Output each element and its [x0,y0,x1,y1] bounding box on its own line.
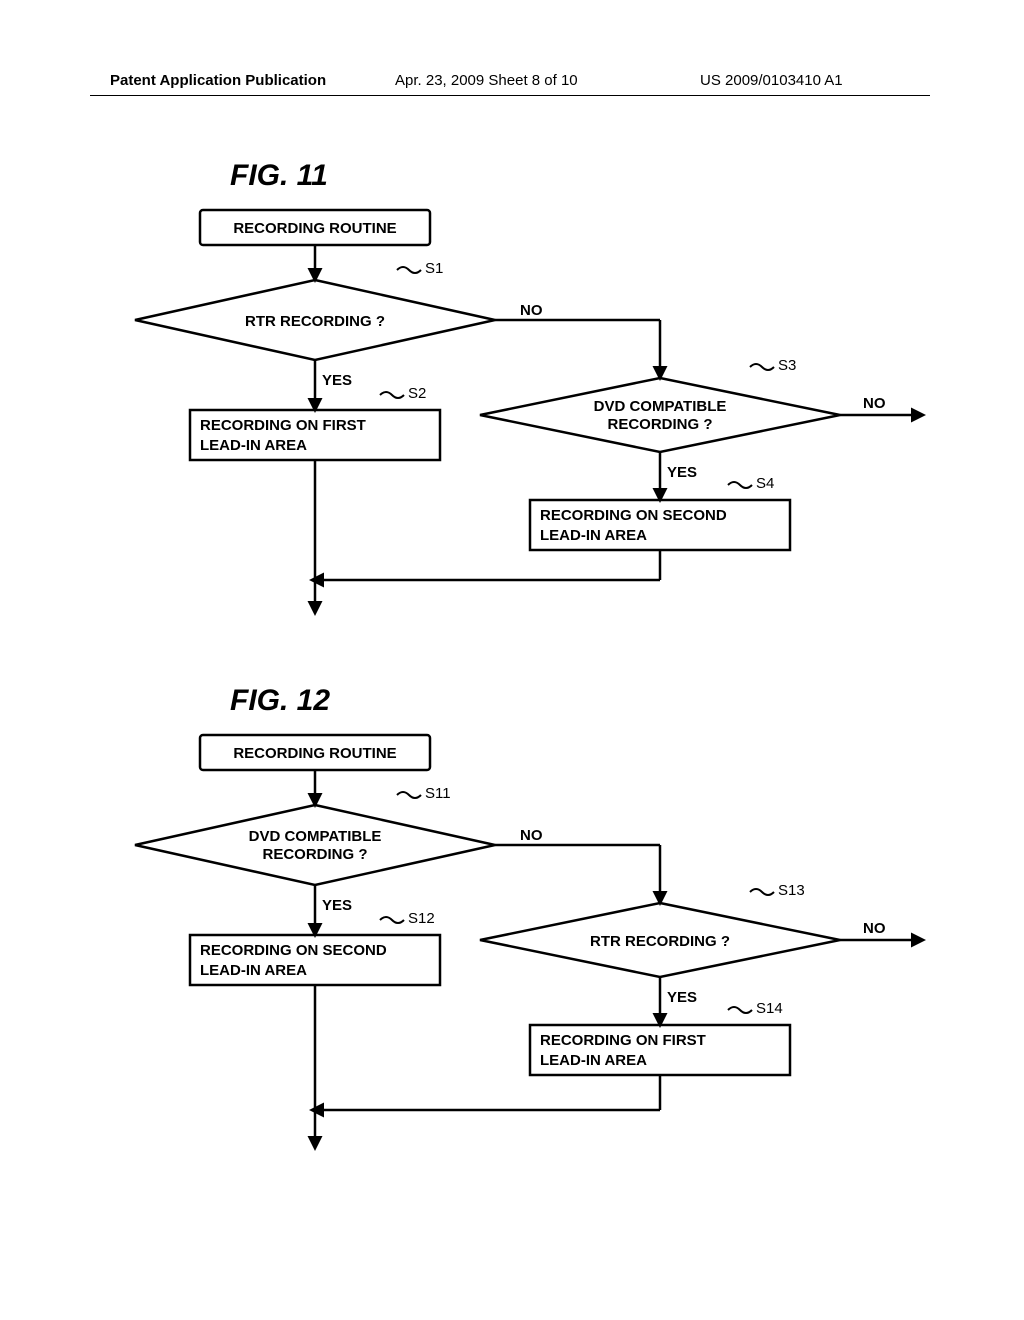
page-header: Patent Application Publication Apr. 23, … [0,72,1024,102]
fig12-start-text: RECORDING ROUTINE [233,745,396,762]
fig12-s13-label: S13 [778,882,805,899]
fig11-d2-diamond [480,378,840,452]
fig11-d1-text: RTR RECORDING ? [245,313,385,330]
fig12-d1-diamond [135,805,495,885]
fig12-d2-no: NO [863,920,886,937]
fig11-title: FIG. 11 [230,159,328,192]
header-left: Patent Application Publication [110,72,326,89]
fig12-s14-label: S14 [756,1000,783,1017]
fig12-d1-no: NO [520,827,543,844]
fig12-p2-t1: RECORDING ON FIRST [540,1032,706,1049]
fig11-s1-label: S1 [425,260,443,277]
fig11-start-text: RECORDING ROUTINE [233,220,396,237]
fig12-d1-t1: DVD COMPATIBLE [249,828,382,845]
fig12-p1-t2: LEAD-IN AREA [200,962,307,979]
fig12-d2-text: RTR RECORDING ? [590,933,730,950]
fig12-p1-t1: RECORDING ON SECOND [200,942,387,959]
fig12-d2-yes: YES [667,989,697,1006]
fig11-p1-t1: RECORDING ON FIRST [200,417,366,434]
fig11-p2-t1: RECORDING ON SECOND [540,507,727,524]
fig12-d1-yes: YES [322,897,352,914]
fig11-s4-label: S4 [756,475,774,492]
fig11-d2-no: NO [863,395,886,412]
fig11-s3-label: S3 [778,357,796,374]
fig11-p1-t2: LEAD-IN AREA [200,437,307,454]
header-rule [90,95,930,96]
fig12-s12-label: S12 [408,910,435,927]
fig11-d1-no: NO [520,302,543,319]
fig11-d2-t2: RECORDING ? [608,416,713,433]
fig11-d1-yes: YES [322,372,352,389]
fig11-p2-t2: LEAD-IN AREA [540,527,647,544]
fig12-d1-t2: RECORDING ? [263,846,368,863]
fig12-svg: FIG. 12 RECORDING ROUTINE S11 DVD COMPAT… [100,680,970,1170]
header-right: US 2009/0103410 A1 [700,72,843,89]
fig11-s2-label: S2 [408,385,426,402]
fig11-d2-t1: DVD COMPATIBLE [594,398,727,415]
fig12-s11-label: S11 [425,785,451,802]
fig12-p2-t2: LEAD-IN AREA [540,1052,647,1069]
fig11-svg: FIG. 11 RECORDING ROUTINE S1 RTR RECORDI… [100,155,970,625]
fig12-title: FIG. 12 [230,684,330,717]
header-center: Apr. 23, 2009 Sheet 8 of 10 [395,72,578,89]
page: Patent Application Publication Apr. 23, … [0,0,1024,1320]
fig11-d2-yes: YES [667,464,697,481]
